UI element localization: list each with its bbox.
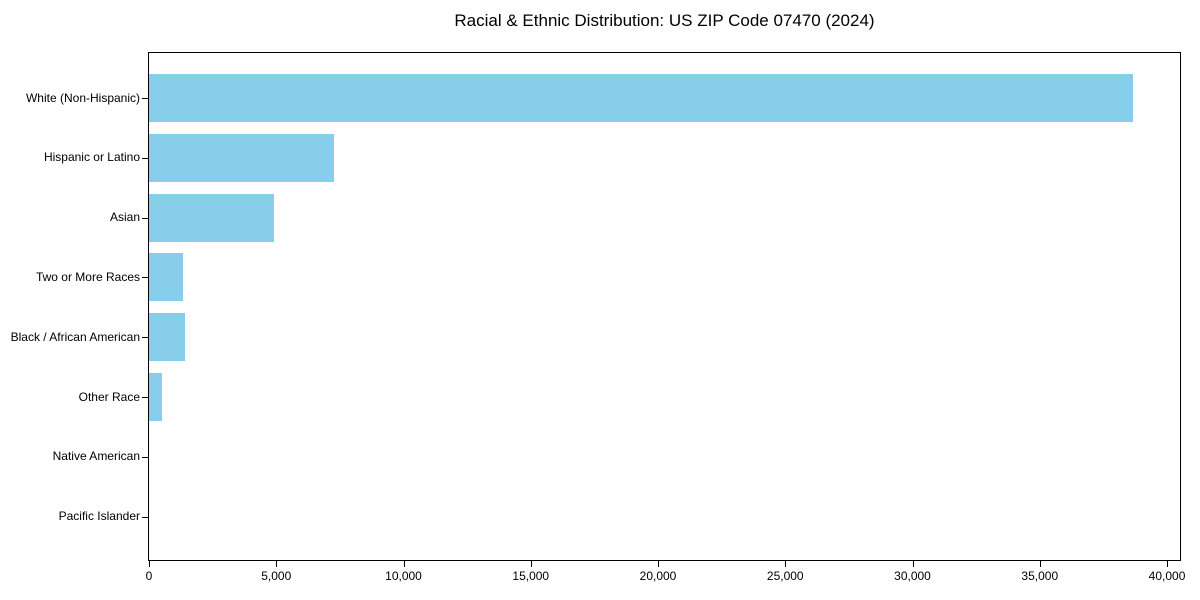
plot-area [148,52,1181,561]
y-tick-label: Hispanic or Latino [43,150,140,165]
x-tick-mark [1167,561,1169,567]
x-tick-mark [912,561,914,567]
x-tick-mark [403,561,405,567]
y-tick-mark [142,337,148,339]
y-tick-mark [142,397,148,398]
bar-hispanic-or-latino [149,133,334,182]
y-tick-mark [142,217,148,219]
x-tick-mark [1039,561,1041,567]
x-tick-mark [785,561,787,567]
y-tick-mark [142,277,148,279]
x-tick-label: 10,000 [385,569,422,583]
x-tick-label: 40,000 [1148,569,1186,583]
x-tick-mark [149,561,150,567]
bar-asian [149,193,274,242]
x-tick-label: 30,000 [894,569,931,583]
x-tick-label: 5,000 [261,569,292,583]
x-tick-label: 0 [145,569,153,583]
y-tick-mark [142,516,148,518]
y-tick-mark [142,98,148,99]
y-tick-mark [142,157,148,159]
bar-black-african-american [149,313,185,362]
y-tick-label: Two or More Races [35,269,140,284]
y-tick-label: Asian [109,210,140,225]
x-tick-mark [658,561,659,567]
y-tick-label: Native American [52,449,140,464]
x-tick-label: 35,000 [1021,569,1059,583]
y-tick-label: Other Race [78,389,140,404]
bar-two-or-more-races [149,253,184,302]
x-tick-mark [276,561,278,567]
chart-title: Racial & Ethnic Distribution: US ZIP Cod… [454,11,875,30]
y-tick-label: Pacific Islander [58,509,140,524]
x-tick-label: 25,000 [766,569,804,583]
x-tick-label: 15,000 [512,569,550,583]
x-tick-mark [530,561,532,567]
x-tick-label: 20,000 [639,569,677,583]
y-tick-label: White (Non-Hispanic) [25,90,140,105]
bar-white-non-hispanic [149,74,1133,122]
y-tick-label: Black / African American [10,329,140,344]
y-tick-mark [142,456,148,458]
bar-other-race [149,373,162,421]
